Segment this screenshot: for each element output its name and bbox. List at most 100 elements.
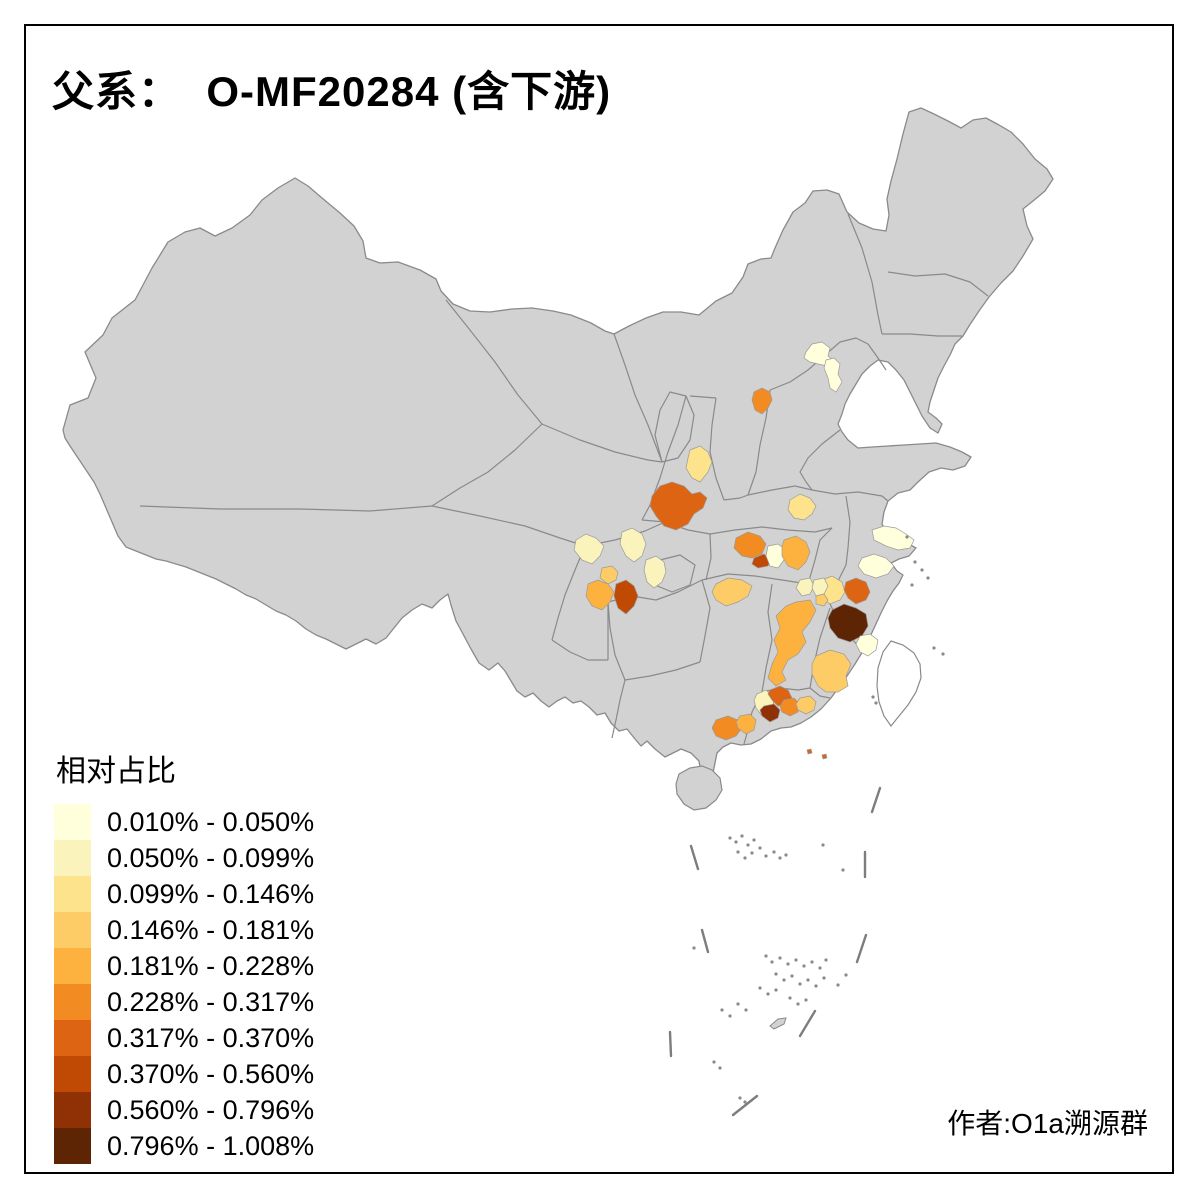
page-title: 父系： O-MF20284 (含下游)	[52, 68, 612, 115]
province-border-25	[811, 489, 889, 502]
legend-label-1: 0.010% - 0.050%	[107, 806, 315, 837]
legend-label-2: 0.050% - 0.099%	[107, 842, 315, 873]
map-region-sichuan-cream-a	[573, 533, 605, 565]
legend-swatch-9	[54, 1092, 91, 1128]
province-border-1	[139, 505, 433, 512]
province-border-8	[431, 505, 586, 547]
map-region-shaanxi-xian	[649, 481, 708, 531]
map-region-jiangxi-swath	[767, 599, 817, 687]
map-region-sichuan-cream-b	[619, 527, 647, 563]
map-region-sichuan-yellow	[599, 565, 619, 585]
province-border-41	[882, 333, 962, 337]
island-dot-26	[770, 960, 774, 964]
island-dot-29	[794, 958, 798, 962]
map-region-jiangxi-pale-1	[795, 577, 815, 597]
hainan-island	[675, 765, 723, 811]
legend-label-7: 0.317% - 0.370%	[107, 1022, 315, 1053]
map-region-fujian-west	[811, 649, 852, 693]
island-dot-56	[836, 983, 840, 987]
island-dot-24	[841, 868, 845, 872]
island-dot-43	[774, 988, 778, 992]
province-border-32	[809, 607, 831, 689]
island-dot-30	[802, 964, 806, 968]
legend-swatch-1	[54, 804, 91, 840]
legend-swatch-6	[54, 984, 91, 1020]
province-border-20	[723, 494, 749, 501]
map-region-jiangsu-shanghai	[871, 525, 915, 551]
province-border-16	[705, 533, 712, 581]
island-dot-20	[772, 850, 776, 854]
map-region-shanxi-changzhi	[685, 445, 713, 483]
legend-label-3: 0.099% - 0.146%	[107, 878, 315, 909]
province-border-33	[809, 687, 831, 699]
island-dot-35	[782, 978, 786, 982]
map-region-hubei-xiangyang	[733, 531, 767, 559]
map-region-tianjin	[823, 357, 843, 393]
island-dot-6	[871, 695, 875, 699]
nine-dash-segment-7	[668, 1030, 673, 1058]
legend: 相对占比 0.010% - 0.050% 0.050% - 0.099% 0.099…	[54, 746, 314, 1164]
province-border-2	[445, 299, 543, 425]
island-dot-2	[920, 568, 924, 572]
island-dot-41	[758, 986, 762, 990]
province-border-11	[551, 639, 608, 661]
legend-swatch-column	[54, 804, 91, 1164]
province-border-40	[847, 213, 883, 335]
legend-swatch-10	[54, 1128, 91, 1164]
island-dot-57	[692, 946, 696, 950]
legend-swatch-2	[54, 840, 91, 876]
province-border-23	[747, 485, 813, 496]
island-dot-11	[734, 840, 738, 844]
province-border-18	[689, 395, 717, 399]
island-dot-18	[758, 846, 762, 850]
map-region-sichuan-orange	[585, 579, 615, 611]
island-dot-47	[744, 1008, 748, 1012]
island-dot-55	[844, 973, 848, 977]
map-region-hubei-cream	[765, 543, 787, 569]
island-dot-10	[728, 836, 732, 840]
legend-label-9: 0.560% - 0.796%	[107, 1094, 315, 1125]
island-dot-1	[913, 560, 917, 564]
spratly-islet	[769, 1017, 787, 1030]
map-region-sichuan-cream-f	[643, 555, 667, 589]
province-border-30	[761, 583, 773, 693]
island-dot-3	[926, 576, 930, 580]
province-border-26	[845, 495, 851, 566]
province-border-24	[799, 429, 841, 491]
island-dot-13	[746, 843, 750, 847]
island-dot-17	[750, 851, 754, 855]
province-border-39	[611, 679, 626, 739]
province-border-10	[551, 545, 586, 641]
island-dot-12	[740, 834, 744, 838]
island-dot-16	[743, 856, 747, 860]
map-region-jiangxi-small	[815, 593, 829, 607]
island-dot-25	[764, 954, 768, 958]
legend-swatch-3	[54, 876, 91, 912]
island-dot-39	[814, 984, 818, 988]
author-credit: 作者:O1a溯源群	[947, 1108, 1148, 1139]
island-dot-9	[941, 652, 945, 656]
island-dot-5	[905, 535, 909, 539]
province-border-28	[807, 527, 833, 585]
legend-swatch-5	[54, 948, 91, 984]
island-dot-37	[798, 982, 802, 986]
island-dot-21	[778, 856, 782, 860]
taiwan-island	[876, 640, 922, 728]
province-border-3	[431, 423, 543, 507]
island-dot-46	[804, 998, 808, 1002]
legend-label-10: 0.796% - 1.008%	[107, 1130, 315, 1161]
nine-dash-segment-6	[798, 1009, 817, 1038]
island-dot-15	[736, 850, 740, 854]
province-border-42	[887, 271, 989, 297]
province-border-5	[613, 333, 663, 463]
nine-dash-segment-8	[731, 1094, 759, 1117]
island-dot-42	[766, 992, 770, 996]
legend-label-column: 0.010% - 0.050% 0.050% - 0.099% 0.099% - 0…	[107, 804, 314, 1164]
map-region-island-dot-a	[806, 748, 813, 755]
map-region-hubei-east	[781, 535, 811, 571]
island-dot-48	[736, 1002, 740, 1006]
legend-swatch-7	[54, 1020, 91, 1056]
legend-label-6: 0.228% - 0.317%	[107, 986, 315, 1017]
nine-dash-segment-3	[689, 844, 700, 871]
